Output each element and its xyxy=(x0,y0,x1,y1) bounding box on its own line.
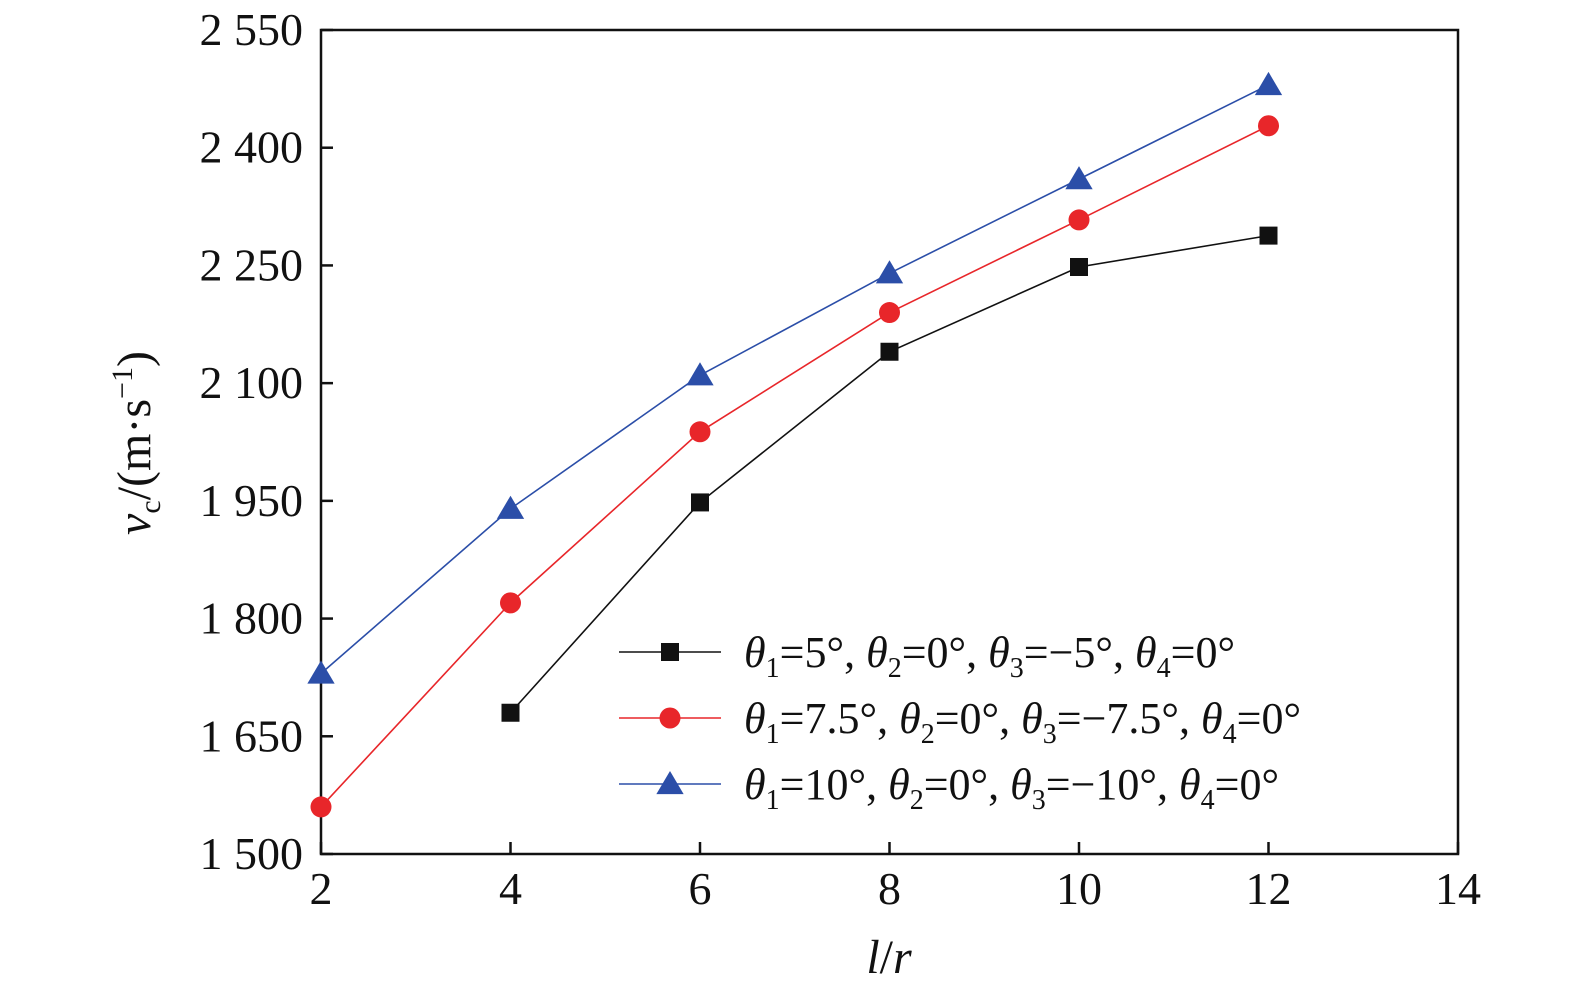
x-tick-label: 12 xyxy=(1246,863,1292,914)
y-tick-label: 2 400 xyxy=(200,122,304,173)
legend-angle-value: 0° xyxy=(960,694,1000,743)
legend-angle-value: −10° xyxy=(1071,760,1157,809)
legend-entry-triangle: θ1=10°, θ2=0°, θ3=−10°, θ4=0° xyxy=(619,760,1279,816)
legend-marker-circle xyxy=(659,707,681,729)
y-tick-label: 1 650 xyxy=(200,710,304,761)
data-point-triangle xyxy=(686,362,714,386)
data-point-triangle xyxy=(875,260,904,284)
data-point-circle xyxy=(310,796,332,818)
y-tick-label: 2 550 xyxy=(200,4,304,55)
series-triangle xyxy=(307,71,1283,684)
y-axis-label-unit: /(m·s xyxy=(108,399,161,500)
x-axis-label-slash: / xyxy=(880,931,894,984)
x-axis-label: l/r xyxy=(866,931,912,984)
legend-angle-value: 0° xyxy=(1239,760,1279,809)
y-axis-label-sup: −1 xyxy=(106,367,139,399)
data-point-triangle xyxy=(496,495,525,519)
legend-angle-value: 10° xyxy=(804,760,866,809)
legend-angle-value: 0° xyxy=(949,760,989,809)
legend-label: θ1=7.5°, θ2=0°, θ3=−7.5°, θ4=0° xyxy=(744,694,1301,750)
x-axis-label-l: l xyxy=(866,931,879,984)
data-point-square xyxy=(1259,226,1278,245)
y-tick-label: 1 800 xyxy=(200,593,304,644)
data-point-square xyxy=(501,703,520,722)
x-tick-label: 2 xyxy=(310,863,333,914)
legend-label: θ1=10°, θ2=0°, θ3=−10°, θ4=0° xyxy=(744,760,1279,816)
legend-label: θ1=5°, θ2=0°, θ3=−5°, θ4=0° xyxy=(744,628,1235,684)
data-point-triangle xyxy=(307,660,335,684)
legend-marker-square xyxy=(661,643,679,661)
y-axis-label-sub: c xyxy=(134,500,167,513)
legend-marker-triangle xyxy=(656,771,684,795)
legend-entry-circle: θ1=7.5°, θ2=0°, θ3=−7.5°, θ4=0° xyxy=(619,694,1301,750)
y-axis-label: vc/(m·s−1) xyxy=(106,351,167,535)
legend-angle-value: −7.5° xyxy=(1082,694,1179,743)
legend-angle-value: −5° xyxy=(1049,628,1113,677)
legend: θ1=5°, θ2=0°, θ3=−5°, θ4=0° θ1=7.5°, θ2=0… xyxy=(619,628,1301,816)
data-point-circle xyxy=(689,421,711,443)
legend-angle-value: 7.5° xyxy=(804,694,877,743)
data-point-circle xyxy=(1258,115,1279,137)
x-axis-label-r: r xyxy=(893,931,912,984)
legend-entry-square: θ1=5°, θ2=0°, θ3=−5°, θ4=0° xyxy=(619,628,1235,684)
legend-angle-value: 0° xyxy=(1195,628,1235,677)
data-point-circle xyxy=(1068,209,1090,231)
data-point-square xyxy=(1070,257,1088,276)
x-tick-label: 6 xyxy=(689,863,712,914)
series-layer xyxy=(307,71,1283,818)
y-axis-ticks: 1 500 1 650 1 800 1 950 2 100 2 250 2 400 2 550 xyxy=(200,4,333,879)
y-tick-label: 2 100 xyxy=(200,357,304,408)
x-tick-label: 8 xyxy=(878,863,901,914)
legend-angle-value: 0° xyxy=(927,628,967,677)
x-axis-ticks: 2 4 6 8 10 12 14 xyxy=(310,842,1481,914)
y-axis-label-close: ) xyxy=(108,351,161,367)
y-tick-label: 1 950 xyxy=(200,475,304,526)
x-tick-label: 14 xyxy=(1435,863,1481,914)
y-tick-label: 1 500 xyxy=(200,828,304,879)
legend-angle-value: 5° xyxy=(804,628,844,677)
series-square xyxy=(501,226,1278,722)
x-tick-label: 10 xyxy=(1056,863,1102,914)
series-line-triangle xyxy=(320,84,1269,675)
data-point-triangle xyxy=(1065,166,1093,190)
y-tick-label: 2 250 xyxy=(200,239,304,290)
data-point-triangle xyxy=(1254,71,1283,96)
data-point-circle xyxy=(500,592,521,614)
data-point-circle xyxy=(879,302,900,324)
series-circle xyxy=(310,115,1279,818)
data-point-square xyxy=(691,493,709,512)
y-axis-label-var: v xyxy=(108,513,161,535)
series-line-circle xyxy=(320,125,1269,808)
x-tick-label: 4 xyxy=(499,863,522,914)
legend-angle-value: 0° xyxy=(1261,694,1301,743)
data-point-square xyxy=(880,342,899,361)
